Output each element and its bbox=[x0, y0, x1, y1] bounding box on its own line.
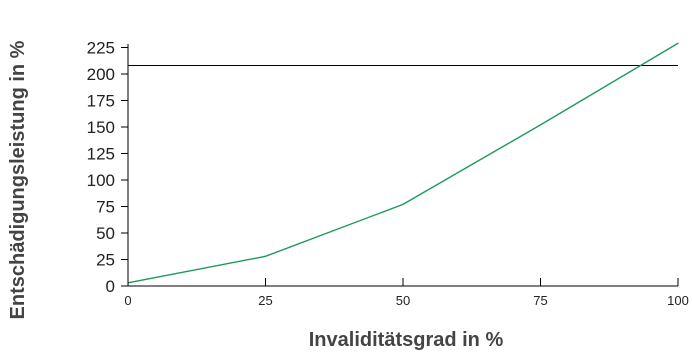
y-tick-label: 225 bbox=[87, 39, 115, 58]
y-axis-title: Entschädigungsleistung in % bbox=[7, 40, 29, 319]
y-tick-label: 200 bbox=[87, 65, 115, 84]
y-tick-label: 25 bbox=[96, 251, 115, 270]
x-tick-label: 50 bbox=[396, 293, 410, 308]
x-tick-label: 25 bbox=[258, 293, 272, 308]
y-tick-label: 0 bbox=[106, 277, 115, 296]
data-point bbox=[264, 255, 267, 257]
y-ticks: 0 25 50 75 100 125 150 175 200 225 bbox=[87, 39, 128, 296]
y-tick-label: 175 bbox=[87, 92, 115, 111]
data-point bbox=[539, 124, 542, 126]
y-tick-label: 150 bbox=[87, 118, 115, 137]
series-layer bbox=[127, 42, 679, 284]
data-point bbox=[402, 203, 404, 205]
y-tick-label: 125 bbox=[87, 145, 115, 164]
y-tick-label: 75 bbox=[96, 198, 115, 217]
x-ticks: 0 25 50 75 100 bbox=[124, 278, 689, 308]
x-tick-label: 100 bbox=[667, 293, 689, 308]
x-tick-label: 0 bbox=[124, 293, 131, 308]
x-tick-label: 75 bbox=[533, 293, 547, 308]
series-line bbox=[127, 42, 679, 284]
x-axis-title: Invaliditätsgrad in % bbox=[309, 329, 504, 351]
axis-layer bbox=[127, 44, 678, 287]
data-point bbox=[677, 42, 679, 44]
y-tick-label: 50 bbox=[96, 224, 115, 243]
y-tick-label: 100 bbox=[87, 171, 115, 190]
